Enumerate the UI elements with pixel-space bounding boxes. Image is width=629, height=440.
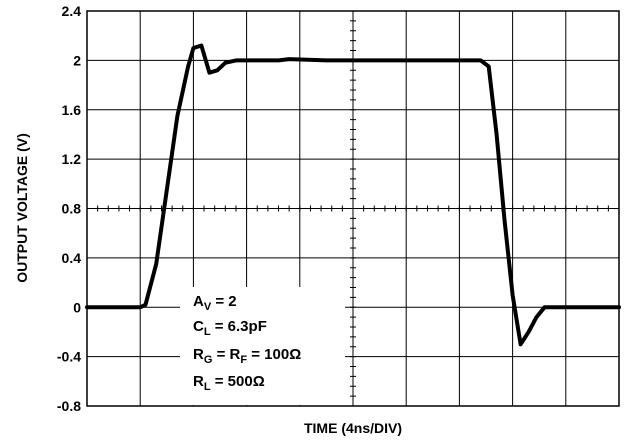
y-tick-label: 2: [73, 52, 81, 68]
series-line: [85, 43, 621, 347]
av-rest: = 2: [211, 293, 236, 310]
annotation: AV = 2 CL = 6.3pF RG = RF = 100Ω RL = 50…: [193, 293, 301, 393]
x-axis-title: TIME (4ns/DIV): [304, 420, 402, 436]
rg-rest: = 100Ω: [247, 346, 301, 363]
plot-frame: [86, 10, 620, 407]
cl-rest: = 6.3pF: [211, 318, 267, 335]
y-tick-label: -0.4: [57, 349, 81, 365]
y-tick-labels: 2.4 2 1.6 1.2 0.8 0.4 0 -0.4 -0.8: [57, 3, 81, 414]
y-tick-label: 0.8: [62, 201, 82, 217]
y-tick-label: 2.4: [62, 3, 82, 19]
y-tick-label: 0.4: [62, 250, 82, 266]
rg-sub: G: [204, 354, 213, 366]
y-tick-label: 1.6: [62, 102, 82, 118]
annotation-box: [180, 287, 345, 405]
rg-mid: = R: [212, 346, 240, 363]
annotation-av: AV = 2: [193, 293, 237, 313]
rf-sub: F: [240, 354, 247, 366]
y-axis-title: OUTPUT VOLTAGE (V): [14, 133, 30, 283]
rl-rest: = 500Ω: [211, 373, 265, 390]
rl-main: R: [193, 373, 204, 390]
annotation-rl: RL = 500Ω: [193, 373, 265, 393]
y-tick-label: 1.2: [62, 151, 82, 167]
cl-sub: L: [204, 326, 211, 338]
av-main: A: [193, 293, 204, 310]
cl-main: C: [193, 318, 204, 335]
annotation-cl: CL = 6.3pF: [193, 318, 267, 338]
minor-ticks: [86, 10, 620, 407]
series-group: [85, 43, 621, 347]
rg-main: R: [193, 346, 204, 363]
av-sub: V: [204, 301, 212, 313]
rl-sub: L: [204, 381, 211, 393]
annotation-rg-rf: RG = RF = 100Ω: [193, 346, 301, 366]
y-tick-label: -0.8: [57, 398, 81, 414]
y-tick-label: 0: [73, 299, 81, 315]
